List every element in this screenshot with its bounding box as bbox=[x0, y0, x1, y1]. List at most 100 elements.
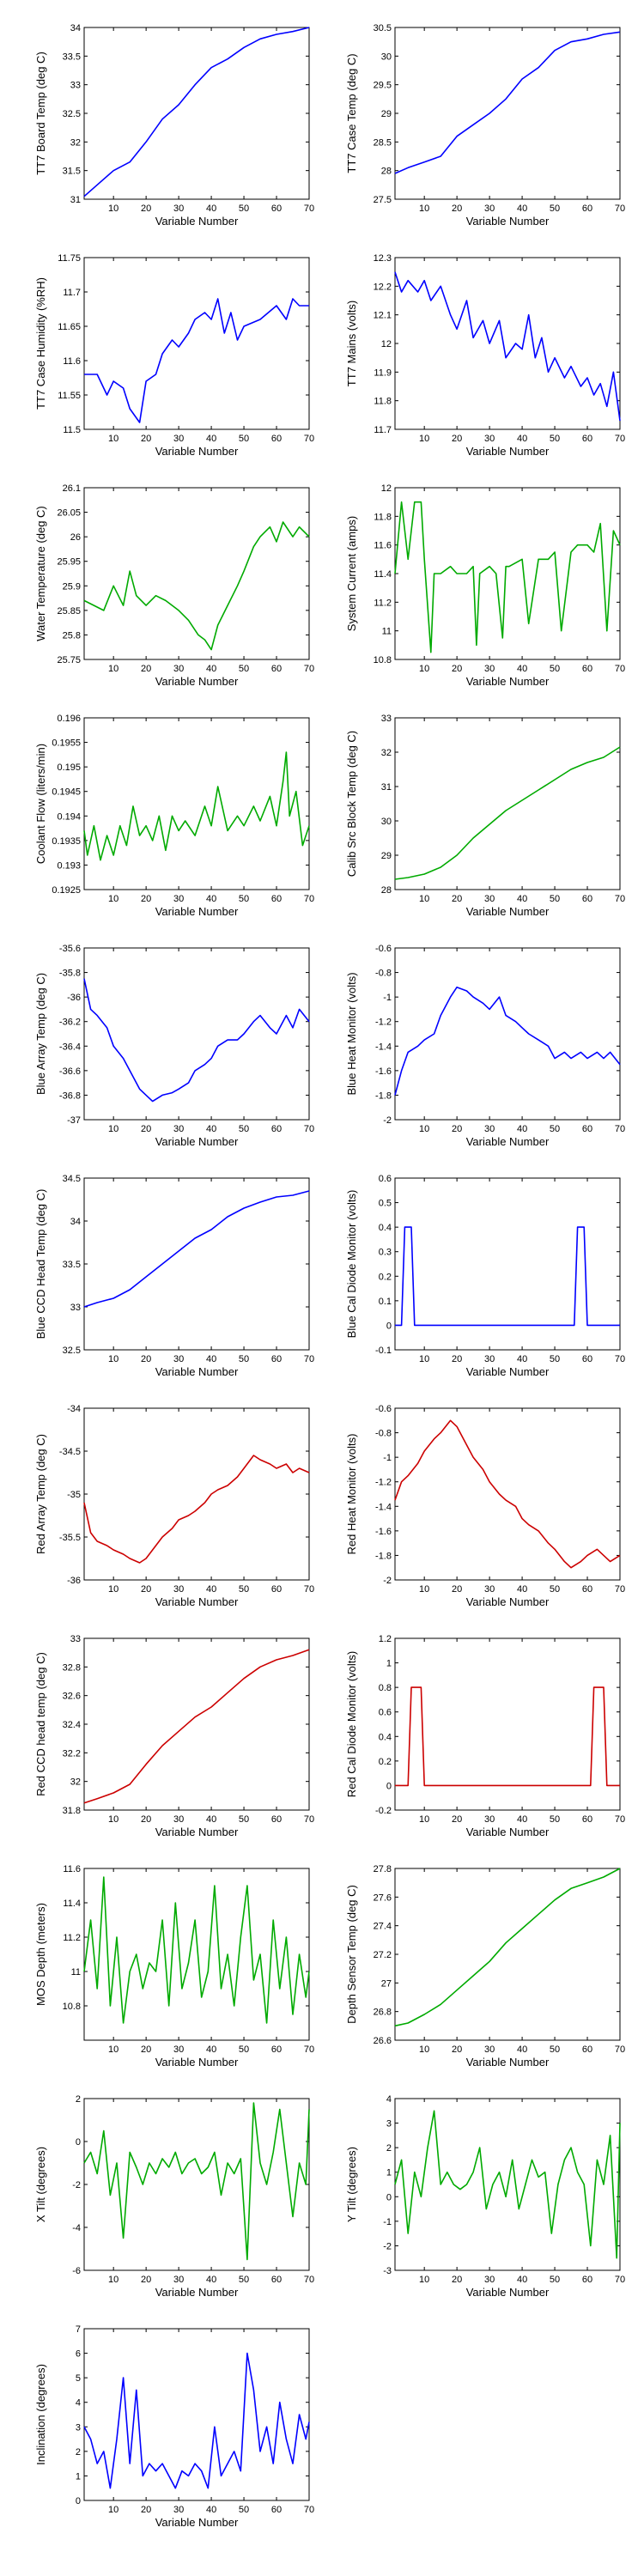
x-tick-label: 40 bbox=[517, 204, 527, 214]
x-tick-label: 70 bbox=[615, 1584, 625, 1595]
x-tick-label: 30 bbox=[173, 2505, 184, 2515]
x-tick-label: 10 bbox=[419, 1124, 429, 1134]
y-tick-label: -36 bbox=[67, 993, 81, 1003]
y-tick-label: 27.5 bbox=[374, 195, 392, 205]
chart-panel-19: 10 20 30 40 50 60 70 -6 -4 -2 0 2 Variable Number X T… bbox=[34, 2094, 314, 2299]
x-tick-label: 70 bbox=[615, 1124, 625, 1134]
y-tick-label: 0.1 bbox=[379, 1297, 392, 1307]
x-tick-label: 10 bbox=[419, 204, 429, 214]
y-tick-label: -4 bbox=[72, 2223, 81, 2233]
x-tick-label: 10 bbox=[419, 2044, 429, 2055]
y-tick-label: 28 bbox=[381, 167, 392, 177]
plot-frame bbox=[83, 1177, 310, 1351]
y-tick-label: 32.4 bbox=[63, 1720, 81, 1730]
x-tick-label: 50 bbox=[239, 664, 249, 674]
y-tick-label: -1 bbox=[383, 993, 392, 1003]
x-tick-label: 10 bbox=[419, 664, 429, 674]
y-tick-label: 11.5 bbox=[63, 425, 81, 435]
y-tick-label: 11.7 bbox=[374, 425, 392, 435]
x-tick-label: 20 bbox=[141, 1584, 151, 1595]
x-tick-label: 70 bbox=[615, 894, 625, 904]
x-tick-label: 60 bbox=[582, 664, 592, 674]
y-tick-label: 31 bbox=[381, 782, 392, 793]
y-axis-label: TT7 Case Temp (deg C) bbox=[345, 53, 358, 173]
x-axis-label: Variable Number bbox=[466, 2056, 550, 2069]
x-tick-label: 20 bbox=[452, 1584, 462, 1595]
x-axis-label: Variable Number bbox=[466, 2286, 550, 2299]
y-tick-label: 30 bbox=[381, 817, 392, 827]
y-tick-label: -1.4 bbox=[375, 1502, 392, 1512]
x-tick-label: 40 bbox=[206, 1584, 216, 1595]
y-tick-label: 0.8 bbox=[379, 1683, 392, 1693]
x-tick-label: 30 bbox=[484, 1584, 495, 1595]
x-tick-label: 40 bbox=[206, 434, 216, 444]
x-tick-label: 50 bbox=[239, 204, 249, 214]
x-tick-label: 10 bbox=[108, 2275, 118, 2285]
x-tick-label: 40 bbox=[517, 1354, 527, 1364]
plot-frame bbox=[83, 717, 310, 890]
x-tick-label: 40 bbox=[517, 1814, 527, 1825]
y-axis-label: MOS Depth (meters) bbox=[34, 1903, 47, 2006]
y-tick-label: -1.4 bbox=[375, 1042, 392, 1052]
chart-panel-11: 10 20 30 40 50 60 70 32.5 33 33.5 34 34.5 Variable N… bbox=[34, 1174, 314, 1378]
x-tick-label: 70 bbox=[304, 664, 314, 674]
x-tick-label: 50 bbox=[239, 1814, 249, 1825]
x-tick-label: 10 bbox=[419, 434, 429, 444]
x-tick-label: 20 bbox=[141, 204, 151, 214]
y-tick-label: 33 bbox=[381, 714, 392, 724]
y-tick-label: 26.05 bbox=[57, 508, 81, 519]
y-tick-label: 0.196 bbox=[57, 714, 81, 724]
plot-frame bbox=[394, 257, 621, 430]
y-tick-label: 29 bbox=[381, 851, 392, 861]
y-tick-label: 27.8 bbox=[374, 1864, 392, 1874]
y-tick-label: 4 bbox=[76, 2398, 81, 2409]
x-tick-label: 30 bbox=[173, 2044, 184, 2055]
y-tick-label: 11.6 bbox=[374, 541, 392, 551]
x-tick-label: 10 bbox=[108, 434, 118, 444]
x-tick-label: 30 bbox=[173, 894, 184, 904]
x-tick-label: 70 bbox=[615, 434, 625, 444]
y-axis-label: Coolant Flow (liters/min) bbox=[34, 744, 47, 864]
y-tick-label: 32.2 bbox=[63, 1748, 81, 1759]
x-tick-label: 70 bbox=[615, 2275, 625, 2285]
x-tick-label: 20 bbox=[141, 1124, 151, 1134]
x-tick-label: 70 bbox=[304, 2505, 314, 2515]
y-tick-label: 29.5 bbox=[374, 81, 392, 91]
y-tick-label: 12.3 bbox=[374, 253, 392, 264]
y-axis-label: TT7 Case Humidity (%RH) bbox=[34, 277, 47, 410]
y-tick-label: 0 bbox=[76, 2496, 81, 2506]
series-line bbox=[394, 746, 621, 880]
x-tick-label: 70 bbox=[615, 664, 625, 674]
y-tick-label: 0.195 bbox=[57, 762, 81, 773]
x-tick-label: 20 bbox=[452, 2044, 462, 2055]
y-tick-label: 32 bbox=[381, 748, 392, 758]
x-tick-label: 20 bbox=[141, 2275, 151, 2285]
x-tick-label: 50 bbox=[550, 1354, 560, 1364]
x-tick-label: 60 bbox=[271, 434, 282, 444]
y-tick-label: 10.8 bbox=[63, 2002, 81, 2012]
x-axis-label: Variable Number bbox=[466, 215, 550, 228]
y-axis-label: TT7 Mains (volts) bbox=[345, 301, 358, 386]
series-line bbox=[84, 298, 309, 423]
y-tick-label: 33 bbox=[70, 1303, 81, 1313]
x-tick-label: 30 bbox=[173, 2275, 184, 2285]
plot-frame bbox=[394, 717, 621, 890]
y-axis-label: TT7 Board Temp (deg C) bbox=[34, 52, 47, 175]
x-tick-label: 10 bbox=[419, 1814, 429, 1825]
chart-panel-3: 10 20 30 40 50 60 70 11.5 11.55 11.6 11.65 11.7 11.7… bbox=[34, 253, 314, 458]
plot-frame bbox=[394, 27, 621, 200]
y-tick-label: 0 bbox=[386, 1781, 392, 1791]
x-tick-label: 60 bbox=[582, 204, 592, 214]
x-tick-label: 20 bbox=[141, 1814, 151, 1825]
x-axis-label: Variable Number bbox=[155, 1365, 239, 1378]
y-tick-label: 34 bbox=[70, 1217, 81, 1227]
y-tick-label: -35.8 bbox=[59, 969, 81, 979]
y-tick-label: 11.2 bbox=[374, 598, 392, 608]
y-tick-label: 26.6 bbox=[374, 2036, 392, 2046]
y-tick-label: 0.1935 bbox=[52, 836, 81, 847]
y-axis-label: Depth Sensor Temp (deg C) bbox=[345, 1885, 358, 2024]
x-tick-label: 10 bbox=[108, 204, 118, 214]
y-tick-label: -1.8 bbox=[375, 1551, 392, 1561]
chart-panel-8: 10 20 30 40 50 60 70 28 29 30 31 32 33 Variable Numbe… bbox=[345, 714, 625, 918]
